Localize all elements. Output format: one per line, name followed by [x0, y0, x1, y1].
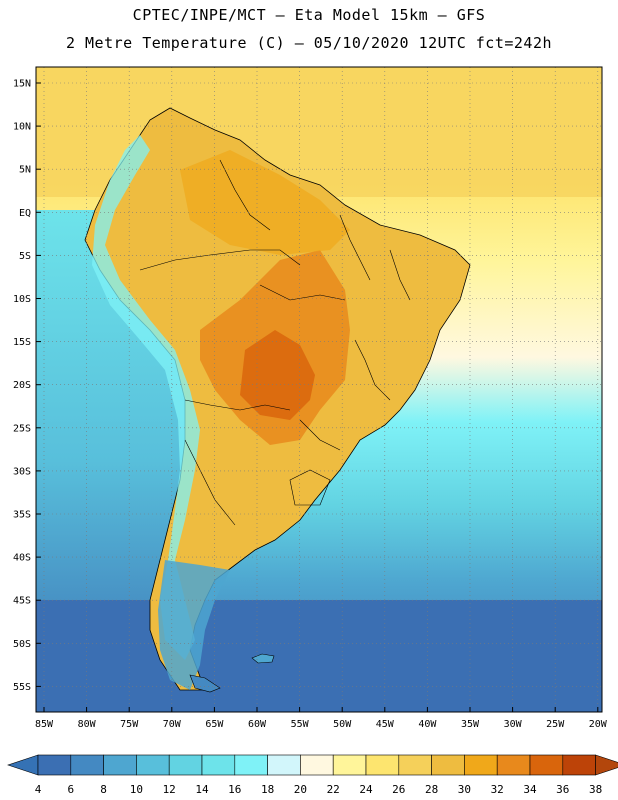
colorbar-swatch	[168, 754, 203, 776]
colorbar-swatch	[562, 754, 596, 776]
country-borders	[139, 159, 411, 526]
colorbar-label: 36	[556, 783, 570, 796]
lon-label: 35W	[461, 719, 480, 730]
map-frame	[35, 66, 603, 713]
hottest-core	[240, 330, 315, 420]
colorbar-swatch	[464, 754, 498, 776]
colorbar-label: 34	[523, 783, 537, 796]
lat-label: 45S	[13, 596, 31, 607]
lat-label: 35S	[13, 510, 31, 521]
colorbar-label: 30	[457, 783, 472, 796]
colorbar	[7, 754, 618, 776]
north-warm	[180, 150, 350, 255]
colorbar-high-arrow	[595, 754, 618, 776]
lon-label: 65W	[205, 719, 224, 730]
colorbar-swatch	[496, 754, 531, 776]
lon-label: 80W	[78, 719, 97, 730]
colorbar-label: 22	[326, 783, 340, 796]
lon-label: 40W	[418, 719, 437, 730]
longitude-labels: 85W 80W 75W 70W 65W 60W 55W 50W 45W 40W 35W 30W 25W 2…	[35, 719, 608, 730]
lat-label: 10S	[13, 294, 31, 305]
lon-label: 20W	[589, 719, 608, 730]
lat-label: 15N	[13, 79, 31, 90]
lon-label: 85W	[35, 719, 54, 730]
south-ocean-field	[36, 600, 602, 712]
colorbar-swatch	[431, 754, 465, 776]
falkland-islands	[251, 653, 275, 664]
colorbar-swatch	[529, 754, 564, 776]
colorbar-label: 26	[392, 783, 406, 796]
colorbar-swatch	[136, 754, 170, 776]
colorbar-label: 32	[490, 783, 504, 796]
colorbar-swatch	[398, 754, 432, 776]
andes-cool-strip	[92, 135, 200, 660]
map-subtitle: 2 Metre Temperature (C) – 05/10/2020 12U…	[65, 34, 553, 52]
lat-label: 10N	[13, 122, 31, 133]
lat-label: 15S	[13, 337, 31, 348]
colorbar-label: 18	[260, 783, 275, 796]
colorbar-low-arrow	[7, 754, 39, 776]
colorbar-swatch	[37, 754, 72, 776]
colorbar-swatch	[300, 754, 334, 776]
lon-label: 50W	[333, 719, 352, 730]
lat-label: 20S	[13, 380, 31, 391]
lat-label: 40S	[13, 553, 31, 564]
lon-label: 45W	[376, 719, 395, 730]
lon-label: 55W	[291, 719, 310, 730]
colorbar-label: 38	[588, 783, 603, 796]
colorbar-label: 12	[162, 783, 176, 796]
colorbar-swatch	[365, 754, 400, 776]
tierra-del-fuego	[189, 674, 221, 693]
lat-label: 55S	[13, 682, 31, 693]
lon-label: 70W	[163, 719, 182, 730]
colorbar-swatch	[70, 754, 104, 776]
colorbar-swatch	[234, 754, 268, 776]
latitude-labels: 15N 10N 5N EQ 5S 10S 15S 20S 25S 30S 35S 40S 45S 50S 5…	[13, 79, 31, 693]
lon-label: 30W	[504, 719, 523, 730]
colorbar-label: 16	[228, 783, 242, 796]
lon-label: 25W	[546, 719, 565, 730]
colorbar-label: 8	[100, 783, 107, 796]
lon-label: 60W	[248, 719, 267, 730]
lat-label: 50S	[13, 639, 31, 650]
colorbar-swatch	[267, 754, 301, 776]
lat-label: 30S	[13, 466, 31, 477]
patagonia-cool	[158, 560, 230, 690]
colorbar-label: 20	[293, 783, 308, 796]
colorbar-label: 24	[359, 783, 373, 796]
lon-label: 75W	[120, 719, 139, 730]
colorbar-label: 4	[34, 783, 42, 796]
colorbar-swatch	[201, 754, 236, 776]
lat-label: 5S	[19, 251, 31, 262]
colorbar-swatch	[103, 754, 137, 776]
colorbar-label: 28	[424, 783, 439, 796]
lat-label: 5N	[19, 165, 31, 176]
colorbar-label: 6	[67, 783, 75, 796]
map-title: CPTEC/INPE/MCT – Eta Model 15km – GFS	[132, 6, 486, 24]
colorbar-label: 14	[195, 783, 209, 796]
lat-label: EQ	[19, 208, 31, 219]
colorbar-label: 10	[129, 783, 144, 796]
colorbar-swatch	[332, 754, 367, 776]
lat-label: 25S	[13, 423, 31, 434]
